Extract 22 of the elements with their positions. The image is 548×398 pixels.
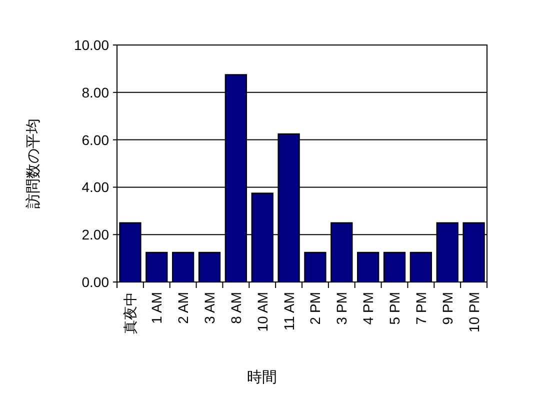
x-tick-label: 10 AM	[254, 292, 270, 332]
x-tick-label: 10 PM	[466, 292, 482, 332]
x-tick-label: 7 PM	[412, 292, 429, 325]
x-tick-label: 2 PM	[307, 292, 324, 325]
y-tick-label: 8.00	[82, 84, 110, 100]
x-tick-label: 3 PM	[334, 292, 350, 325]
y-tick-label: 6.00	[82, 132, 110, 148]
y-axis-title: 訪問数の平均	[25, 118, 42, 208]
x-tick-label: 4 PM	[360, 292, 376, 325]
x-tick-label: 8 AM	[228, 292, 244, 324]
y-tick-label: 4.00	[82, 179, 110, 196]
x-tick-label: 真夜中	[122, 292, 138, 334]
x-tick-label: 3 AM	[202, 292, 218, 324]
y-tick-label: 0.00	[82, 274, 110, 290]
x-tick-label: 2 AM	[175, 292, 192, 324]
y-tick-label: 2.00	[82, 226, 110, 243]
x-axis-title: 時間	[247, 369, 277, 386]
x-tick-label: 9 PM	[439, 292, 456, 325]
x-tick-label: 5 PM	[386, 292, 402, 325]
y-tick-label: 10.00	[74, 37, 110, 53]
x-tick-label: 11 AM	[280, 292, 297, 331]
x-tick-label: 1 AM	[148, 292, 165, 324]
